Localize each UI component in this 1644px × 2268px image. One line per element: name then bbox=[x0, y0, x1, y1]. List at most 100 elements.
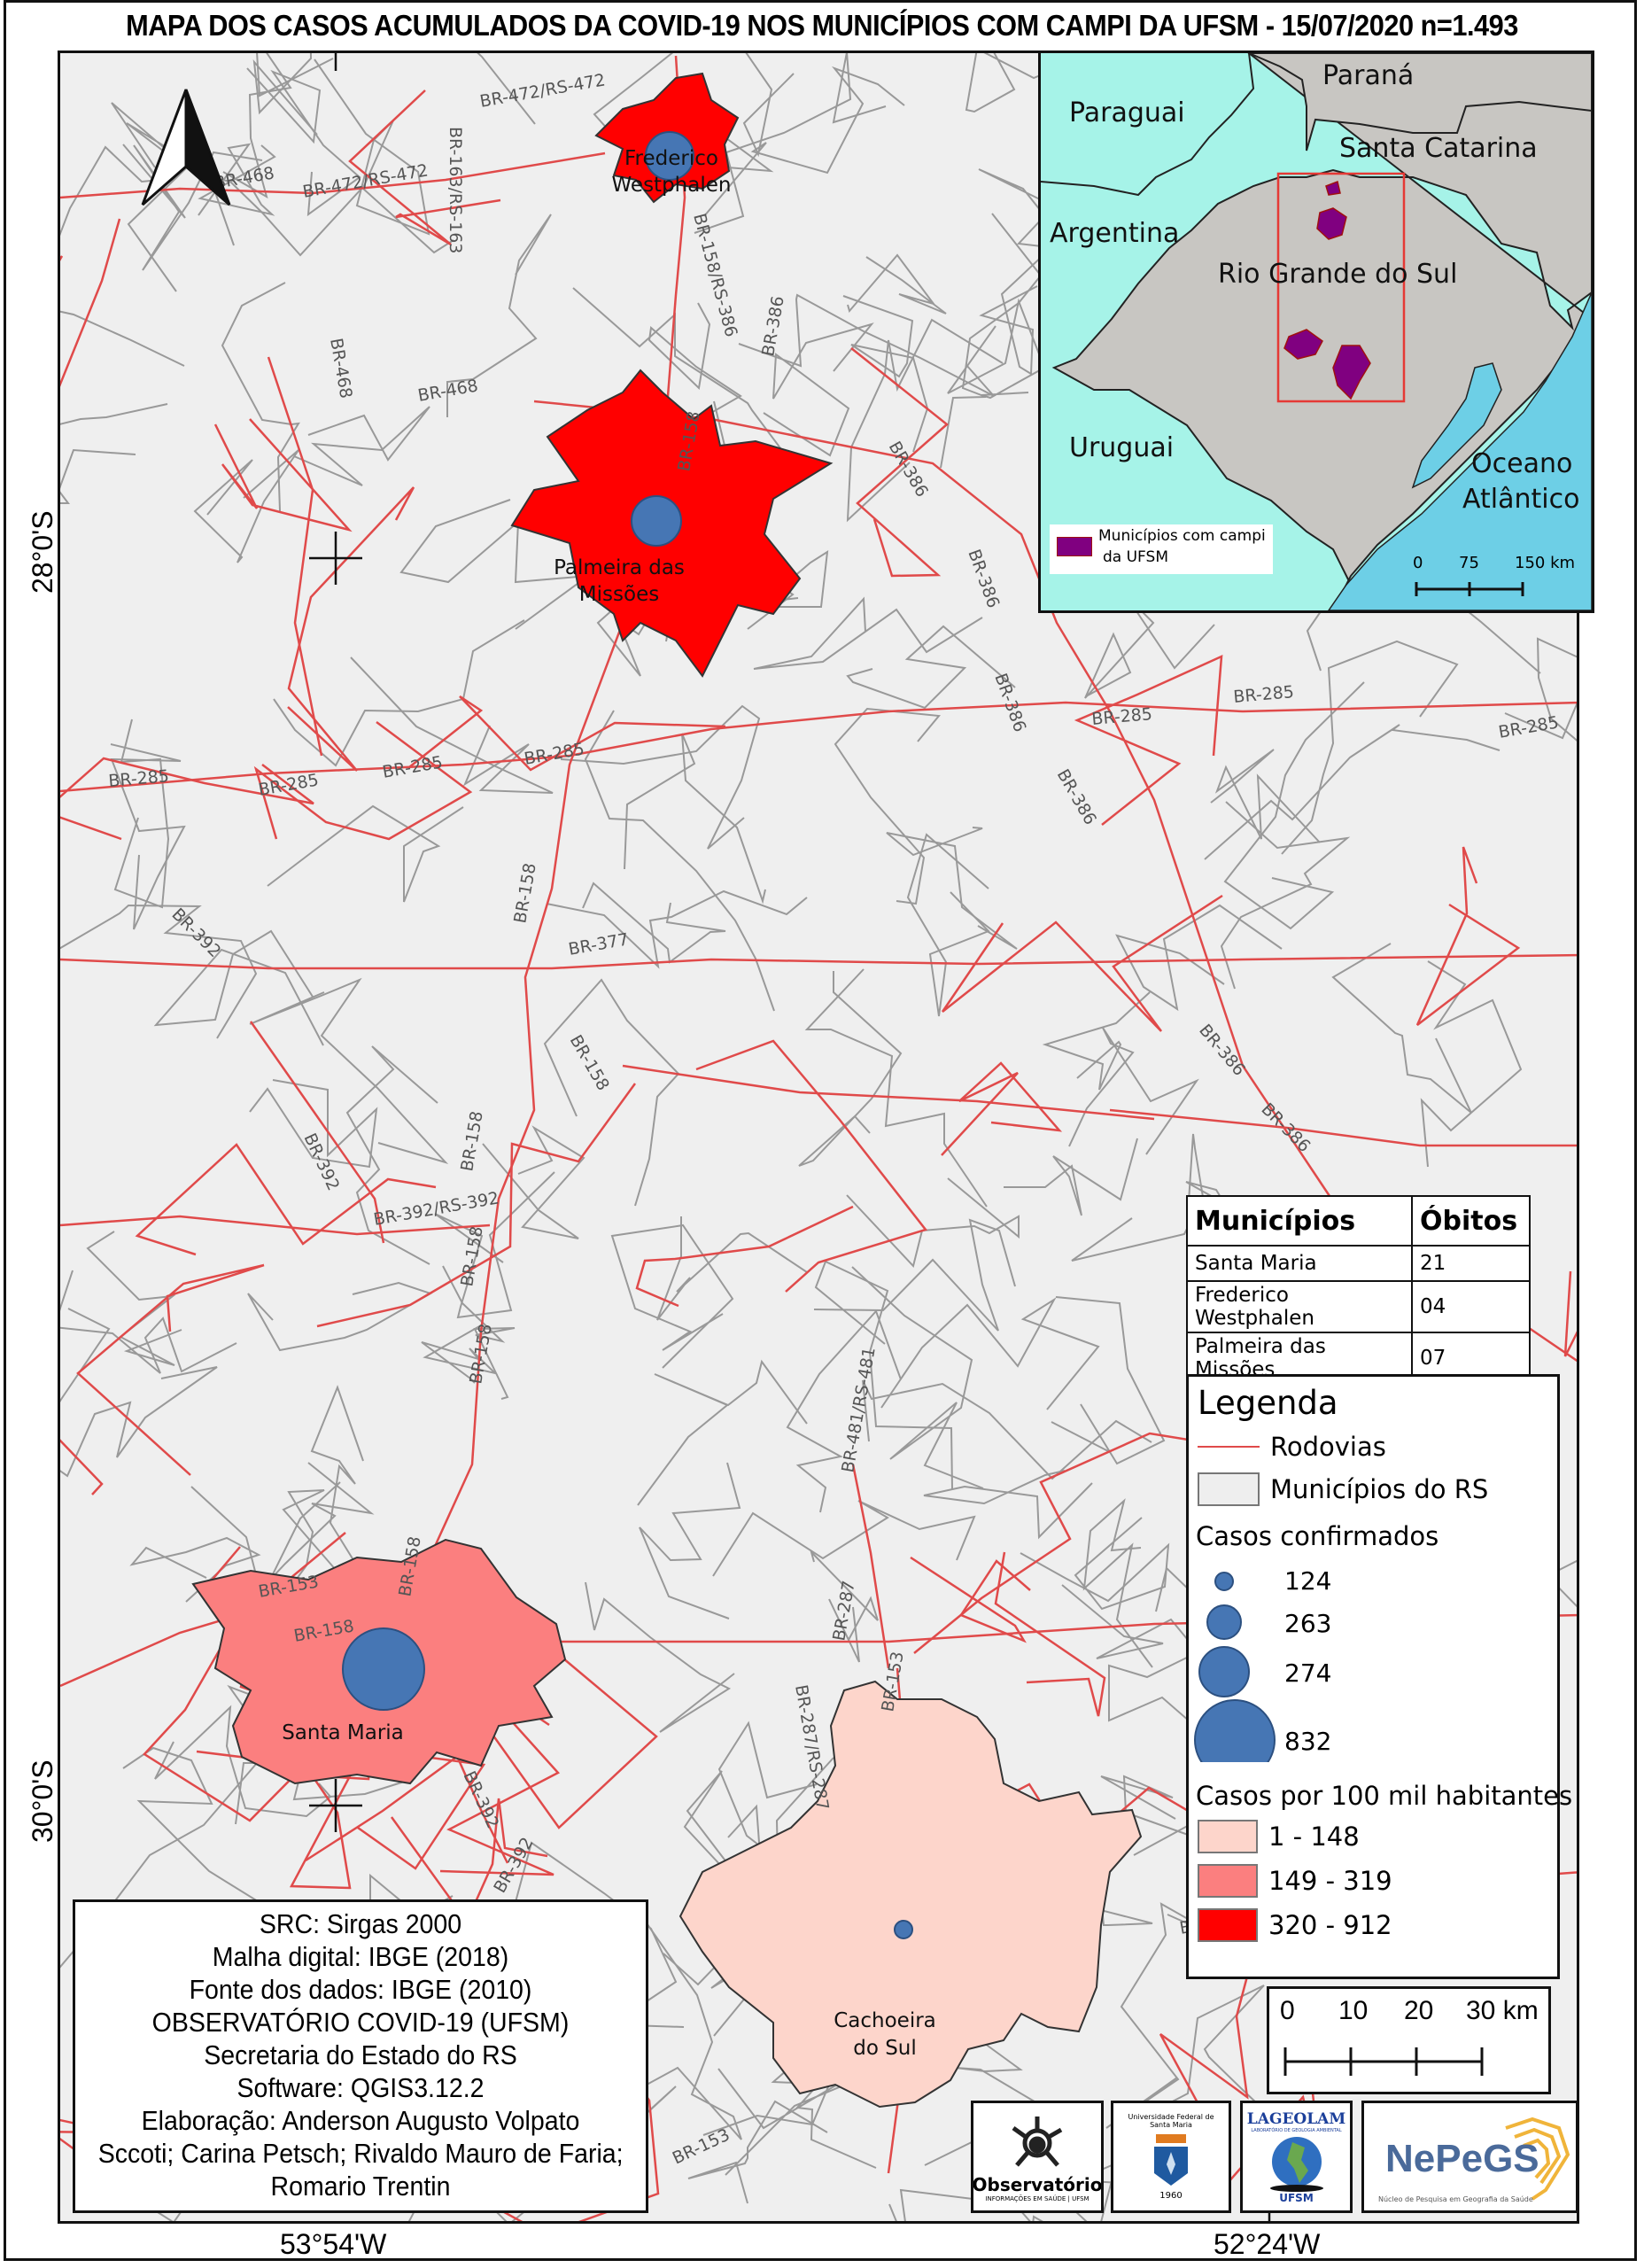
road-label: BR-158 bbox=[457, 1109, 487, 1172]
road-label: BR-163/RS-163 bbox=[446, 127, 465, 253]
virus-network-icon bbox=[1012, 2116, 1063, 2167]
municipality-border bbox=[846, 318, 1004, 523]
cases-circle-palmeira-das-missoes[interactable] bbox=[631, 495, 682, 547]
municipality-border bbox=[113, 718, 170, 909]
municipality-border bbox=[804, 968, 988, 1208]
inset-label-parana: Paraná bbox=[1322, 60, 1415, 91]
municipality-border bbox=[560, 704, 761, 850]
municipality-border bbox=[886, 827, 1018, 950]
municipality-border bbox=[1068, 1027, 1199, 1155]
legend-cases-title: Casos confirmados bbox=[1196, 1521, 1439, 1551]
municipality-border bbox=[965, 53, 1080, 113]
label-cachoeira-line1: Cachoeira bbox=[834, 2009, 936, 2032]
inset-brazil-area bbox=[1051, 53, 1592, 610]
inset-scale-0: 0 bbox=[1413, 554, 1423, 572]
municipality-border bbox=[446, 214, 552, 417]
road bbox=[1109, 1108, 1577, 1147]
municipality-border bbox=[610, 1223, 734, 1369]
municipality-border bbox=[813, 1218, 1016, 1332]
municipality-border bbox=[153, 929, 324, 1046]
road-label: BR-481/RS-481 bbox=[838, 1346, 880, 1474]
label-santa-maria: Santa Maria bbox=[282, 1721, 404, 1744]
legend-cases-263: 263 bbox=[1284, 1609, 1332, 1638]
legend-rate-label: 149 - 319 bbox=[1268, 1866, 1392, 1896]
inset-locator-map[interactable]: Paraná Paraguai Santa Catarina Argentina… bbox=[1038, 50, 1594, 613]
municipality-border bbox=[434, 1171, 555, 1319]
road bbox=[249, 1021, 385, 1244]
legend-roads: Rodovias bbox=[1270, 1432, 1386, 1462]
municipality-border bbox=[906, 833, 990, 1017]
inset-label-atlantico: Atlântico bbox=[1462, 484, 1580, 515]
municipality-border bbox=[851, 1266, 984, 1489]
inset-label-oceano: Oceano bbox=[1471, 448, 1573, 479]
deaths-table: Municípios Óbitos Santa Maria 21 Frederico… bbox=[1186, 1195, 1531, 1385]
logo-lageolam: LAGEOLAM LABORATÓRIO DE GEOLOGIA AMBIENT… bbox=[1240, 2101, 1353, 2213]
municipality-border bbox=[1223, 681, 1365, 930]
municipality-border bbox=[252, 53, 318, 136]
inset-canvas bbox=[1041, 53, 1592, 610]
road-label: BR-158 bbox=[510, 861, 540, 924]
scale-10: 10 bbox=[1338, 1996, 1369, 2025]
road bbox=[850, 347, 949, 578]
table-cell-municipio: Frederico Westphalen bbox=[1186, 1280, 1413, 1333]
credits-line: OBSERVATÓRIO COVID-19 (UFSM) bbox=[151, 2007, 570, 2038]
municipality-border bbox=[1115, 904, 1283, 1012]
municipality-border bbox=[293, 406, 430, 486]
municipality-border bbox=[742, 53, 795, 158]
municipality-border bbox=[60, 403, 168, 504]
road bbox=[135, 1143, 437, 1256]
inset-paraguai-border bbox=[1041, 53, 1255, 197]
road-label: BR-386 bbox=[1257, 1099, 1314, 1156]
road bbox=[305, 1658, 658, 1862]
municipality-border bbox=[267, 804, 464, 903]
municipality-border bbox=[442, 1265, 516, 1400]
municipality-border bbox=[1210, 749, 1321, 843]
road bbox=[408, 695, 726, 772]
road-label: BR-158 bbox=[566, 1032, 613, 1094]
legend-rate-swatch bbox=[1198, 1820, 1258, 1853]
inset-label-rio-grande-do-sul: Rio Grande do Sul bbox=[1218, 259, 1458, 290]
municipality-border bbox=[712, 1500, 976, 1577]
inset-brazil-north bbox=[1248, 53, 1592, 151]
road bbox=[267, 356, 323, 757]
table-row: Santa Maria 21 bbox=[1186, 1245, 1531, 1282]
municipality-border bbox=[1141, 1984, 1278, 2124]
municipality-border bbox=[350, 656, 554, 794]
road bbox=[994, 1551, 1106, 1717]
road-label: BR-158 bbox=[457, 1224, 487, 1287]
municipality-border bbox=[842, 295, 929, 453]
road bbox=[60, 2118, 137, 2196]
lon-label-right: 52°24'W bbox=[1214, 2228, 1321, 2260]
municipality-border bbox=[624, 733, 766, 905]
road-label: BR-153 bbox=[670, 2125, 733, 2169]
road bbox=[941, 1061, 1063, 1156]
credits-line: SRC: Sirgas 2000 bbox=[259, 1908, 462, 1939]
legend-cases-274: 274 bbox=[1284, 1658, 1332, 1688]
brazil-map-lines-icon bbox=[1505, 2117, 1570, 2201]
road-label: BR-392 bbox=[167, 905, 224, 961]
cases-circle-santa-maria[interactable] bbox=[342, 1627, 425, 1711]
table-row: Frederico Westphalen 04 bbox=[1186, 1280, 1531, 1333]
road-label: BR-472/RS-472 bbox=[301, 160, 430, 202]
cases-circle-frederico-westphalen[interactable] bbox=[645, 131, 694, 181]
credits-line: Romario Trentin bbox=[270, 2171, 451, 2202]
credits-line: Malha digital: IBGE (2018) bbox=[212, 1941, 509, 1972]
road bbox=[533, 400, 1333, 1200]
label-palmeira-line2: Missões bbox=[579, 583, 659, 606]
cases-circle-cachoeira-do-sul[interactable] bbox=[894, 1920, 913, 1939]
municipality-cachoeira-do-sul[interactable] bbox=[679, 1680, 1143, 2109]
legend-rate-swatch bbox=[1198, 1864, 1258, 1898]
road-label: BR-158/RS-386 bbox=[689, 212, 741, 339]
municipality-border bbox=[585, 1581, 735, 1733]
table-cell-obitos: 21 bbox=[1411, 1245, 1531, 1282]
road bbox=[1074, 654, 1223, 826]
legend: Legenda Rodovias Municípios do RS Casos … bbox=[1186, 1374, 1572, 1979]
logo-ufsm-year: 1960 bbox=[1159, 2191, 1183, 2201]
road bbox=[287, 486, 415, 772]
legend-cases-832: 832 bbox=[1284, 1727, 1332, 1756]
road bbox=[60, 701, 1577, 793]
municipality-border bbox=[154, 1705, 332, 1818]
municipality-border bbox=[846, 1177, 1020, 1269]
road-label: BR-392/RS-392 bbox=[372, 1188, 500, 1230]
road bbox=[913, 1432, 1238, 1654]
